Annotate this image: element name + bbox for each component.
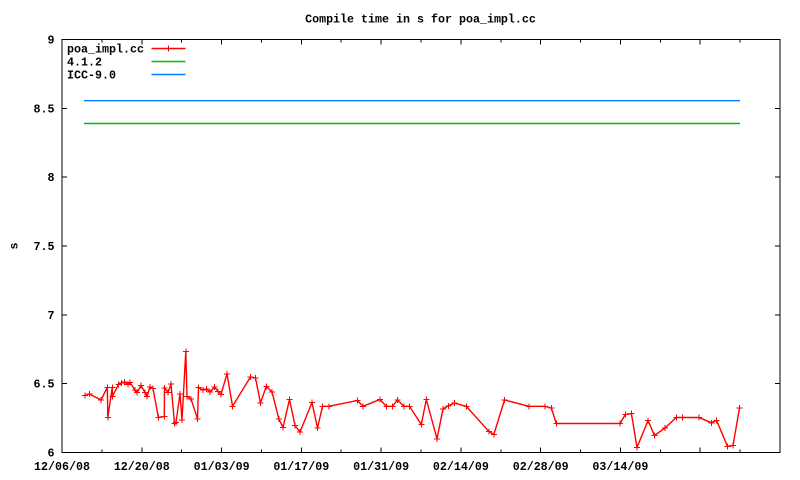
svg-text:9: 9 — [48, 34, 55, 48]
svg-text:03/14/09: 03/14/09 — [592, 460, 648, 474]
svg-text:6: 6 — [48, 447, 55, 461]
svg-text:8: 8 — [48, 171, 55, 185]
svg-text:6.5: 6.5 — [34, 378, 55, 392]
svg-text:poa_impl.cc: poa_impl.cc — [67, 43, 144, 57]
svg-text:02/14/09: 02/14/09 — [433, 460, 489, 474]
svg-text:12/06/08: 12/06/08 — [34, 460, 90, 474]
svg-text:01/03/09: 01/03/09 — [194, 460, 250, 474]
svg-text:7: 7 — [48, 309, 55, 323]
svg-text:ICC-9.0: ICC-9.0 — [67, 69, 116, 83]
svg-text:01/17/09: 01/17/09 — [273, 460, 329, 474]
svg-text:4.1.2: 4.1.2 — [67, 56, 102, 70]
svg-text:02/28/09: 02/28/09 — [513, 460, 569, 474]
svg-text:01/31/09: 01/31/09 — [353, 460, 409, 474]
svg-text:12/20/08: 12/20/08 — [114, 460, 170, 474]
svg-text:8.5: 8.5 — [34, 102, 55, 116]
svg-text:Compile time in s for poa_impl: Compile time in s for poa_impl.cc — [305, 13, 536, 27]
svg-text:s: s — [8, 243, 22, 250]
svg-text:7.5: 7.5 — [34, 240, 55, 254]
